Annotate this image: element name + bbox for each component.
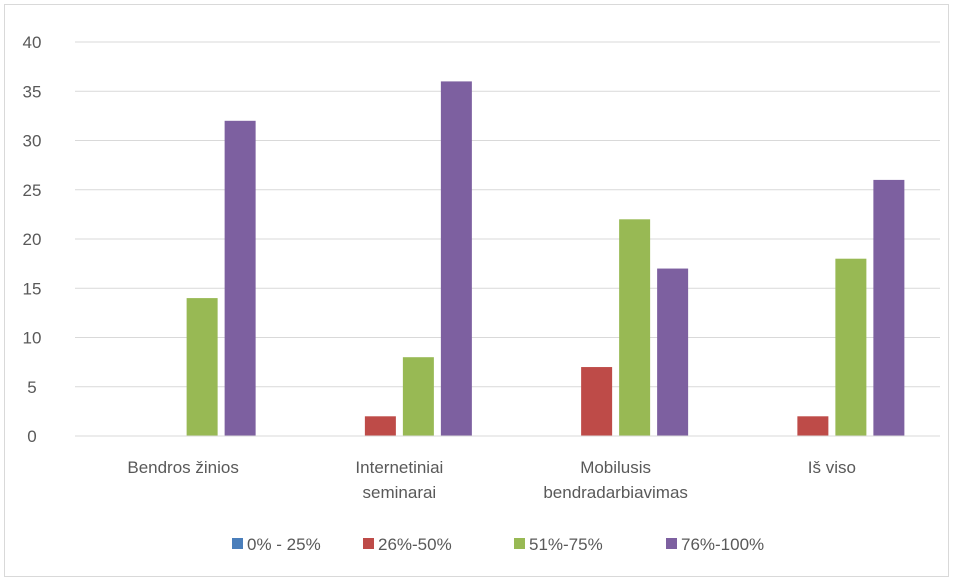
- y-axis-ticks: 0 5 10 15 20 25 30 35 40: [23, 33, 42, 446]
- bar: [440, 81, 472, 437]
- bar: [619, 219, 651, 436]
- y-tick-label: 20: [23, 230, 42, 249]
- bar: [581, 367, 613, 436]
- x-category-label: Iš viso: [808, 458, 856, 477]
- bar: [224, 120, 256, 437]
- bar: [797, 416, 829, 436]
- legend-swatch: [514, 538, 525, 549]
- x-category-label: bendradarbiavimas: [543, 483, 688, 502]
- y-tick-label: 25: [23, 181, 42, 200]
- y-tick-label: 40: [23, 33, 42, 52]
- category-labels: Bendros žinios Internetiniai seminarai Mobi…: [127, 458, 856, 502]
- x-category-label: Internetiniai: [355, 458, 443, 477]
- legend-label: 26%-50%: [378, 535, 452, 554]
- legend: 0% - 25% 26%-50% 51%-75% 76%-100%: [232, 535, 764, 554]
- legend-label: 51%-75%: [529, 535, 603, 554]
- legend-swatch: [363, 538, 374, 549]
- bar: [835, 258, 867, 436]
- x-category-label: Bendros žinios: [127, 458, 239, 477]
- y-tick-label: 0: [27, 427, 36, 446]
- legend-label: 76%-100%: [681, 535, 764, 554]
- legend-swatch: [232, 538, 243, 549]
- y-tick-label: 35: [23, 82, 42, 101]
- y-tick-label: 10: [23, 329, 42, 348]
- legend-label: 0% - 25%: [247, 535, 321, 554]
- x-category-label: Mobilusis: [580, 458, 651, 477]
- bar: [402, 357, 434, 436]
- bar: [657, 268, 689, 436]
- x-category-label: seminarai: [363, 483, 437, 502]
- bar: [364, 416, 396, 436]
- y-tick-label: 5: [27, 378, 36, 397]
- y-tick-label: 15: [23, 279, 42, 298]
- y-tick-label: 30: [23, 132, 42, 151]
- legend-swatch: [666, 538, 677, 549]
- bar: [873, 179, 905, 436]
- chart-frame: [4, 4, 949, 577]
- gridlines: [75, 41, 940, 388]
- bars: [186, 81, 905, 437]
- bar: [186, 298, 218, 436]
